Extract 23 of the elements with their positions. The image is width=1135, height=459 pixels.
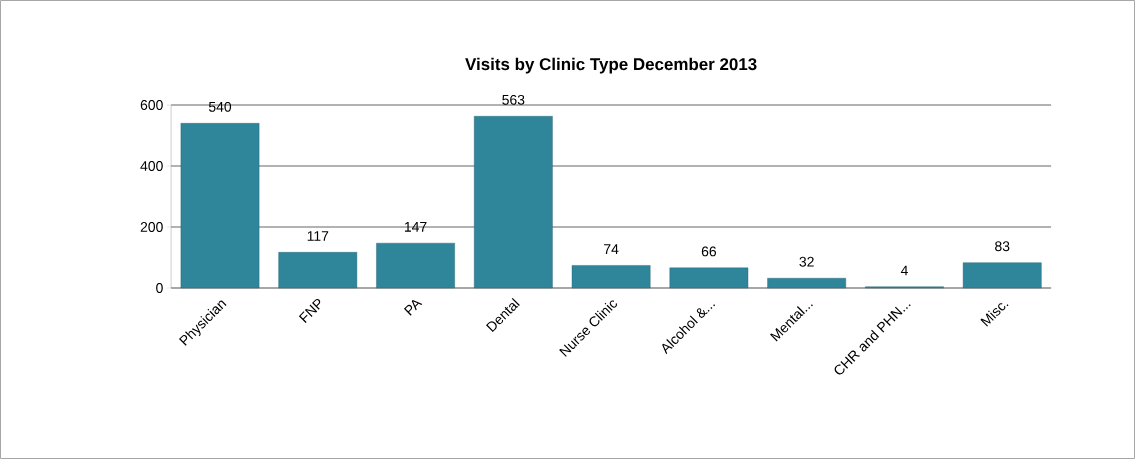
bar <box>571 265 651 289</box>
y-tick-label: 200 <box>140 222 163 232</box>
data-label: 540 <box>208 101 232 112</box>
bar <box>474 116 553 289</box>
data-label: 147 <box>404 222 427 232</box>
bar <box>767 278 846 289</box>
bar <box>669 267 749 289</box>
bar <box>180 123 260 289</box>
bar <box>376 242 455 289</box>
bar <box>278 252 358 289</box>
data-label: 32 <box>799 256 814 267</box>
data-label: 4 <box>900 265 908 276</box>
bar <box>962 262 1042 289</box>
chart-title: Visits by Clinic Type December 2013 <box>465 57 757 74</box>
y-tick-label: 400 <box>140 161 163 171</box>
data-label: 83 <box>995 241 1010 252</box>
data-label: 66 <box>701 246 717 257</box>
y-tick-label: 0 <box>156 283 163 293</box>
data-label: 117 <box>307 231 329 241</box>
x-tick-label: PA <box>403 299 423 316</box>
data-label: 563 <box>502 94 525 105</box>
y-tick-label: 600 <box>140 100 163 110</box>
data-label: 74 <box>604 244 619 254</box>
